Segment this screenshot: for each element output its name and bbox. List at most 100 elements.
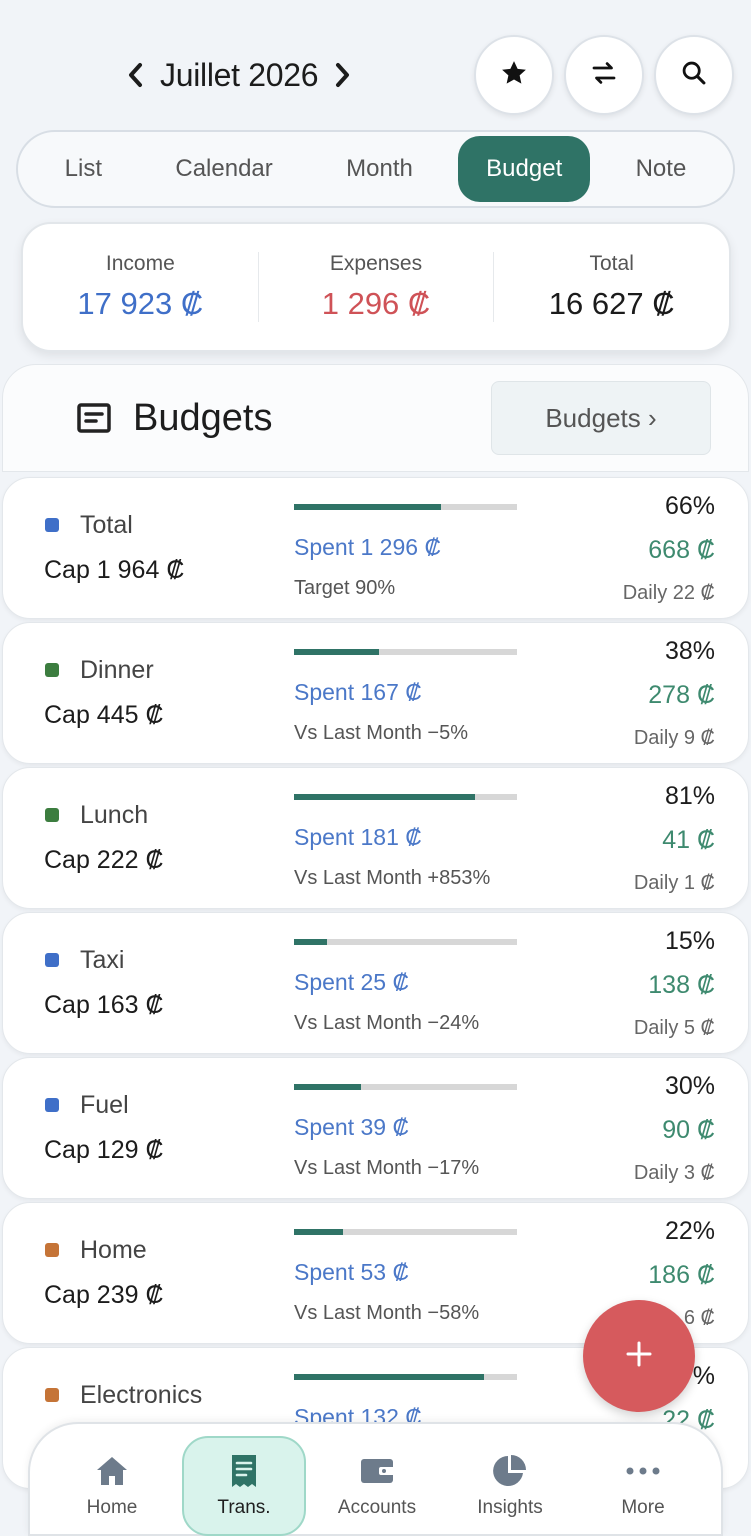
chevron-right-icon[interactable]	[328, 55, 358, 95]
budget-comparison: Target 90%	[294, 577, 396, 599]
receipt-icon	[226, 1453, 262, 1489]
budget-cap: Cap 239 ₡	[44, 1281, 164, 1309]
remaining-amount: 41 ₡	[662, 826, 715, 854]
budget-comparison: Vs Last Month −5%	[294, 722, 468, 744]
nav-insights-label: Insights	[477, 1497, 543, 1518]
budget-cap: Cap 1 964 ₡	[44, 556, 185, 584]
total-value: 16 627 ₡	[548, 286, 675, 321]
spent-percent: %	[692, 1362, 715, 1390]
month-title[interactable]: Juillet 2026	[160, 56, 319, 93]
budget-progress-fill	[294, 504, 442, 510]
budgets-settings-button[interactable]: Budgets ›	[491, 381, 711, 455]
budget-progress-bar	[294, 1229, 517, 1235]
budget-comparison: Vs Last Month −17%	[294, 1157, 480, 1179]
daily-allowance: Daily 22 ₡	[622, 582, 715, 604]
swap-button[interactable]	[564, 35, 644, 115]
daily-allowance: Daily 5 ₡	[633, 1017, 715, 1039]
expenses-label: Expenses	[329, 252, 423, 275]
spent-percent: 30%	[664, 1072, 715, 1100]
income-value: 17 923 ₡	[77, 286, 204, 321]
daily-allowance: 6 ₡	[683, 1307, 715, 1329]
spent-percent: 22%	[664, 1217, 715, 1245]
nav-home[interactable]: Home	[50, 1436, 174, 1536]
budgets-section-header: Budgets Budgets ›	[2, 364, 749, 472]
budget-row-taxi[interactable]: Taxi Cap 163 ₡ Spent 25 ₡ Vs Last Month −24…	[2, 912, 749, 1054]
pie-chart-icon	[492, 1453, 528, 1489]
total-summary: Total 16 627 ₡	[493, 252, 729, 322]
tab-calendar[interactable]: Calendar	[175, 155, 273, 182]
budget-row-dinner[interactable]: Dinner Cap 445 ₡ Spent 167 ₡ Vs Last Month …	[2, 622, 749, 764]
budget-row-lunch[interactable]: Lunch Cap 222 ₡ Spent 181 ₡ Vs Last Month +…	[2, 767, 749, 909]
spent-percent: 81%	[664, 782, 715, 810]
budget-progress-fill	[294, 1084, 361, 1090]
budget-progress-bar	[294, 939, 517, 945]
expenses-summary: Expenses 1 296 ₡	[257, 252, 494, 322]
budget-progress-fill	[294, 794, 475, 800]
category-name: Total	[80, 511, 133, 539]
tab-budget[interactable]: Budget	[458, 136, 591, 202]
category-color-dot	[45, 953, 59, 967]
nav-accounts[interactable]: Accounts	[315, 1436, 439, 1536]
bottom-navigation: Home Trans. Accounts Insights More	[28, 1422, 723, 1536]
spent-percent: 15%	[664, 927, 715, 955]
nav-more[interactable]: More	[581, 1436, 705, 1536]
budget-comparison: Vs Last Month +853%	[294, 867, 491, 889]
daily-allowance: Daily 1 ₡	[633, 872, 715, 894]
nav-insights[interactable]: Insights	[448, 1436, 572, 1536]
spent-percent: 66%	[664, 492, 715, 520]
budget-row-fuel[interactable]: Fuel Cap 129 ₡ Spent 39 ₡ Vs Last Month −17…	[2, 1057, 749, 1199]
spent-amount: Spent 53 ₡	[294, 1259, 410, 1285]
tab-list[interactable]: List	[64, 155, 103, 182]
category-color-dot	[45, 1388, 59, 1402]
nav-accounts-label: Accounts	[337, 1497, 417, 1518]
total-label: Total	[589, 252, 634, 275]
budget-cap: Cap 222 ₡	[44, 846, 164, 874]
daily-allowance: Daily 9 ₡	[633, 727, 715, 749]
spent-amount: Spent 25 ₡	[294, 969, 410, 995]
remaining-amount: 668 ₡	[648, 536, 715, 564]
spent-amount: Spent 39 ₡	[294, 1114, 410, 1140]
expenses-value: 1 296 ₡	[321, 286, 431, 321]
category-color-dot	[45, 808, 59, 822]
favorite-button[interactable]	[474, 35, 554, 115]
budget-progress-bar	[294, 649, 517, 655]
nav-transactions[interactable]: Trans.	[182, 1436, 306, 1536]
budget-progress-bar	[294, 1084, 517, 1090]
category-color-dot	[45, 1098, 59, 1112]
category-color-dot	[45, 518, 59, 532]
chevron-left-icon[interactable]	[120, 55, 150, 95]
tab-note[interactable]: Note	[635, 155, 687, 182]
spent-amount: Spent 181 ₡	[294, 824, 422, 850]
remaining-amount: 186 ₡	[648, 1261, 715, 1289]
more-dots-icon	[625, 1453, 661, 1489]
budget-row-total[interactable]: Total Cap 1 964 ₡ Spent 1 296 ₡ Target 90% 6…	[2, 477, 749, 619]
category-name: Fuel	[80, 1091, 129, 1119]
category-color-dot	[45, 1243, 59, 1257]
add-transaction-button[interactable]	[583, 1300, 695, 1412]
app-header: Juillet 2026	[0, 0, 751, 130]
search-icon	[680, 59, 708, 92]
budget-cap: Cap 129 ₡	[44, 1136, 164, 1164]
budget-comparison: Vs Last Month −58%	[294, 1302, 480, 1324]
budget-progress-bar	[294, 504, 517, 510]
budget-progress-fill	[294, 649, 379, 655]
budget-progress-fill	[294, 939, 328, 945]
remaining-amount: 138 ₡	[648, 971, 715, 999]
list-box-icon	[77, 403, 111, 433]
month-navigator: Juillet 2026	[120, 50, 358, 100]
category-name: Taxi	[80, 946, 125, 974]
star-icon	[499, 58, 529, 93]
home-icon	[94, 1453, 130, 1489]
budget-progress-fill	[294, 1229, 344, 1235]
budgets-title: Budgets	[133, 397, 273, 439]
nav-transactions-label: Trans.	[217, 1497, 271, 1518]
spent-amount: Spent 1 296 ₡	[294, 534, 442, 560]
search-button[interactable]	[654, 35, 734, 115]
remaining-amount: 90 ₡	[662, 1116, 715, 1144]
summary-card: Income 17 923 ₡ Expenses 1 296 ₡ Total 1…	[21, 222, 731, 352]
plus-icon	[625, 1340, 653, 1373]
budget-progress-bar	[294, 794, 517, 800]
wallet-icon	[359, 1453, 395, 1489]
tab-month[interactable]: Month	[346, 155, 413, 182]
income-label: Income	[105, 252, 175, 275]
